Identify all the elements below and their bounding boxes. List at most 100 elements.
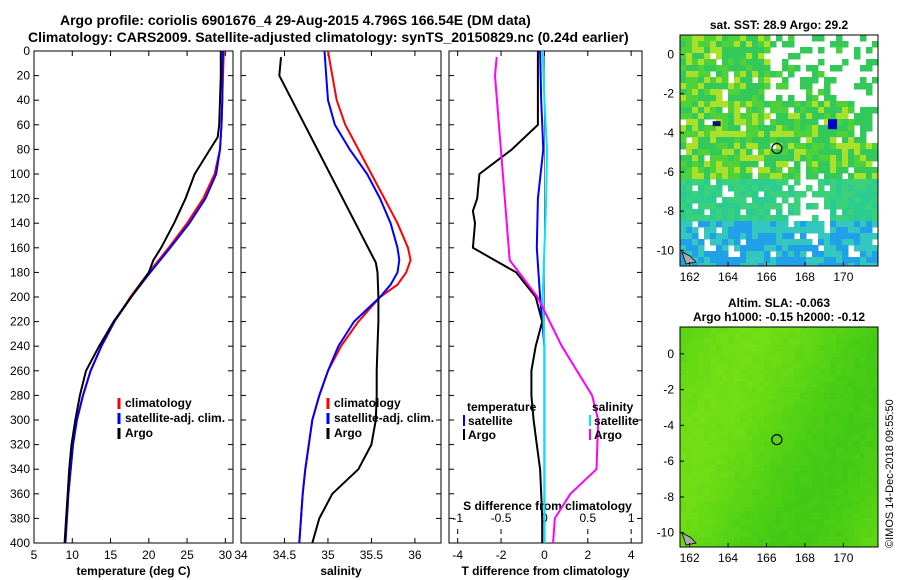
map-cell xyxy=(698,513,705,520)
map-cell xyxy=(848,459,855,466)
map-cell xyxy=(728,53,735,60)
map-cell xyxy=(680,501,687,508)
map-cell xyxy=(746,447,753,454)
map-cell xyxy=(866,363,873,370)
map-cell xyxy=(710,465,717,472)
map-cell xyxy=(848,477,855,484)
map-cell xyxy=(734,441,741,448)
map-cell xyxy=(860,161,867,168)
map-cell xyxy=(734,59,741,66)
map-cell xyxy=(716,333,723,340)
map-ytick-label: -10 xyxy=(657,526,675,540)
map-cell xyxy=(794,173,801,180)
map-cell xyxy=(680,173,687,180)
map-cell xyxy=(848,543,855,547)
map-cell xyxy=(818,507,825,514)
map-cell xyxy=(824,495,831,502)
map-cell xyxy=(686,363,693,370)
map-cell xyxy=(776,525,783,532)
map-cell xyxy=(758,411,765,418)
map-cell xyxy=(740,435,747,442)
map-cell xyxy=(836,513,843,520)
map-cell xyxy=(734,197,741,204)
map-cell xyxy=(764,125,771,132)
map-cell xyxy=(752,155,759,162)
map-cell xyxy=(686,417,693,424)
map-cell xyxy=(776,369,783,376)
map-cell xyxy=(746,215,753,222)
map-cell xyxy=(704,381,711,388)
map-cell xyxy=(806,125,813,132)
map-cell xyxy=(710,459,717,466)
map-cell xyxy=(686,215,693,222)
map-cell xyxy=(788,251,795,258)
map-cell xyxy=(752,161,759,168)
map-cell xyxy=(848,131,855,138)
map-cell xyxy=(854,233,861,240)
map-cell xyxy=(818,143,825,150)
map-cell xyxy=(704,185,711,192)
map-cell xyxy=(812,471,819,478)
map-cell xyxy=(710,167,717,174)
map-cell xyxy=(794,119,801,126)
map-cell xyxy=(698,47,705,54)
map-cell xyxy=(788,345,795,352)
map-cell xyxy=(752,101,759,108)
map-cell xyxy=(776,107,783,114)
map-cell xyxy=(722,381,729,388)
map-cell xyxy=(692,477,699,484)
map-cell xyxy=(770,239,777,246)
map-cell xyxy=(830,143,837,150)
map-cell xyxy=(692,513,699,520)
map-cell xyxy=(872,393,878,400)
map-cell xyxy=(752,417,759,424)
map-cell xyxy=(860,465,867,472)
map-cell xyxy=(842,149,849,156)
map-cell xyxy=(794,113,801,120)
map-cell xyxy=(704,53,711,60)
map-cell xyxy=(728,161,735,168)
map-cell xyxy=(686,173,693,180)
map-cell xyxy=(698,495,705,502)
map-cell xyxy=(758,251,765,258)
panel-temperature: 5 10 15 20 25 3002040608010012014016018020022… xyxy=(10,44,234,578)
map-cell xyxy=(722,459,729,466)
map-cell xyxy=(866,483,873,490)
map-cell xyxy=(680,143,687,150)
map-cell xyxy=(830,411,837,418)
map-cell xyxy=(824,191,831,198)
map-cell xyxy=(758,239,765,246)
map-cell xyxy=(824,257,831,264)
map-cell xyxy=(830,501,837,508)
map-cell xyxy=(734,185,741,192)
map-cell xyxy=(758,339,765,346)
map-cell xyxy=(836,185,843,192)
map-cell xyxy=(782,513,789,520)
map-cell xyxy=(788,53,795,60)
map-cell xyxy=(812,251,819,258)
map-cell xyxy=(824,411,831,418)
map-cell xyxy=(758,233,765,240)
map-cell xyxy=(716,477,723,484)
map-cell xyxy=(686,167,693,174)
map-cell xyxy=(812,339,819,346)
map-cell xyxy=(794,489,801,496)
map-cell xyxy=(842,351,849,358)
map-cell xyxy=(794,167,801,174)
map-cell xyxy=(860,495,867,502)
map-cell xyxy=(836,453,843,460)
map-cell xyxy=(740,233,747,240)
temperature-xlabel: temperature (deg C) xyxy=(76,564,190,578)
map-cell xyxy=(836,257,843,264)
map-cell xyxy=(692,423,699,430)
map-cell xyxy=(830,345,837,352)
map-xtick-label: 164 xyxy=(718,270,738,284)
map-cell xyxy=(830,95,837,102)
map-cell xyxy=(830,65,837,72)
map-cell xyxy=(698,149,705,156)
map-cell xyxy=(866,369,873,376)
map-cell xyxy=(854,209,861,216)
map-cell xyxy=(860,191,867,198)
map-cell xyxy=(740,351,747,358)
map-cell xyxy=(848,369,855,376)
